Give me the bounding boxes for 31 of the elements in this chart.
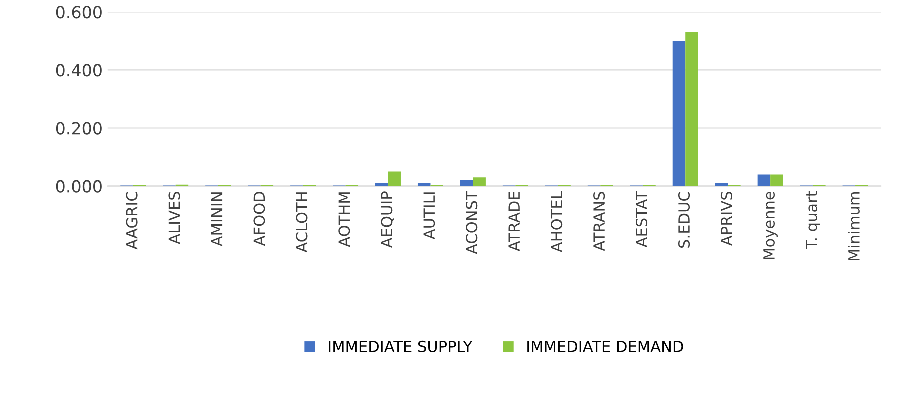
bar [460,180,474,186]
y-tick-label: 0.000 [56,180,102,193]
x-tick-label: T. quart [806,192,820,250]
bar [686,32,698,186]
y-tick-label: 0.400 [56,64,102,77]
x-tick-label: Minimum [848,192,860,260]
x-tick-label: AAGRIC [126,192,138,250]
x-tick-label: AMININ [211,192,223,247]
bar [758,174,771,186]
x-tick-label: AESTAT [636,191,648,248]
x-tick-label: ACLOTH [296,192,308,253]
legend-label: IMMEDIATE SUPPLY [329,340,473,352]
x-tick-label: APRIVS [720,192,733,246]
bar [473,178,486,186]
bar [672,41,686,186]
x-tick-label: ATRADE [508,192,520,252]
x-tick-label: ATRANS [594,192,606,252]
x-tick-label: AOTHM [338,192,350,248]
x-tick-label: AUTILI [424,192,436,240]
x-tick-label: S.EDUC [678,192,690,248]
legend-label: IMMEDIATE DEMAND [528,341,684,352]
x-tick-label: Moyenne [764,192,778,260]
y-tick-label: 0.600 [56,6,102,19]
bar [388,172,401,186]
bar [770,174,784,186]
x-tick-label: AHOTEL [551,191,563,253]
x-tick-label: AEQUIP [381,192,394,248]
x-tick-label: ACONST [466,191,478,254]
x-tick-label: AFOOD [254,192,266,246]
y-tick-label: 0.200 [56,122,102,135]
x-tick-label: ALIVES [168,192,180,244]
